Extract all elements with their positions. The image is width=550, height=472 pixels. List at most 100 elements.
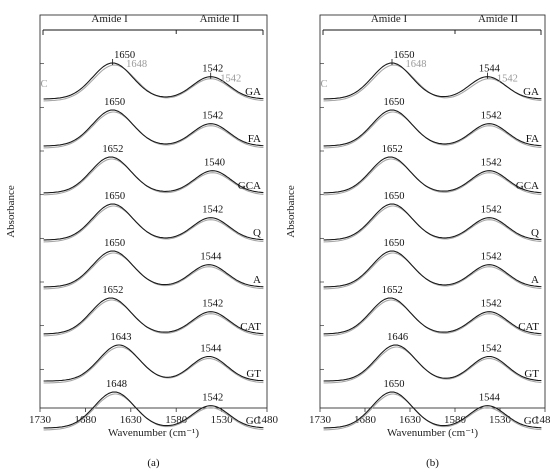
amide-i-peak-label: 1650: [114, 50, 135, 61]
y-axis-title: Absorbance: [5, 185, 17, 238]
reference-spectrum-curve: [43, 205, 264, 243]
sample-spectrum-curve: [323, 250, 542, 288]
amide-i-peak-label: 1650: [104, 191, 125, 202]
series-label: A: [253, 274, 261, 286]
amide-ii-peak-label: 1542: [481, 344, 502, 355]
series-label: FA: [526, 133, 539, 145]
amide-ii-peak-label: 1542: [481, 158, 502, 169]
reference-curve-label: C: [320, 79, 327, 90]
amide-ii-peak-label: 1542: [202, 64, 223, 75]
reference-spectrum-curve: [323, 205, 542, 243]
sample-spectrum-curve: [43, 391, 264, 429]
amide-i-reference-peak-label: 1648: [126, 59, 147, 70]
y-axis-title: Absorbance: [285, 185, 297, 238]
series-label: GT: [524, 368, 539, 380]
amide-i-peak-label: 1643: [110, 332, 131, 343]
amide-i-reference-peak-label: 1648: [406, 59, 427, 70]
amide-ii-peak-label: 1542: [481, 205, 502, 216]
plot-frame: [319, 14, 546, 409]
sample-spectrum-curve: [323, 297, 542, 335]
amide-i-peak-label: 1652: [382, 144, 403, 155]
amide-i-peak-label: 1646: [387, 332, 408, 343]
amide-ii-peak-label: 1544: [200, 252, 222, 263]
series-label: GCA: [516, 180, 539, 192]
reference-curve-label: C: [40, 79, 47, 90]
amide-i-peak-label: 1650: [104, 238, 125, 249]
reference-spectrum-curve: [323, 346, 542, 384]
sample-spectrum-curve: [323, 203, 542, 241]
plot-frame: [39, 14, 268, 409]
reference-spectrum-curve: [43, 158, 264, 196]
x-axis-title: Wavenumber (cm⁻¹): [108, 427, 199, 439]
sample-spectrum-curve: [43, 109, 264, 147]
amide-ii-peak-label: 1544: [479, 64, 501, 75]
amide-ii-peak-label: 1542: [202, 393, 223, 404]
series-label: GCA: [238, 180, 261, 192]
amide-ii-reference-peak-label: 1542: [497, 74, 518, 85]
sample-spectrum-curve: [323, 156, 542, 194]
amide-i-peak-label: 1650: [384, 191, 405, 202]
panel-label: (a): [147, 457, 160, 469]
region-label-amide-i: Amide I: [91, 13, 128, 25]
sample-spectrum-curve: [43, 344, 264, 382]
series-label: FA: [248, 133, 261, 145]
amide-ii-peak-label: 1544: [200, 344, 222, 355]
amide-ii-peak-label: 1544: [479, 393, 501, 404]
sample-spectrum-curve: [43, 203, 264, 241]
amide-ii-peak-label: 1542: [202, 299, 223, 310]
panel-b: Amide I Amide II 1730 1680 1630 1580 1530 1480 W…: [285, 13, 550, 469]
reference-spectrum-curve: [43, 111, 264, 149]
series-label: GA: [245, 86, 261, 98]
region-label-amide-ii: Amide II: [200, 13, 240, 25]
reference-spectrum-curve: [43, 299, 264, 337]
sample-spectrum-curve: [323, 109, 542, 147]
amide-i-peak-label: 1652: [102, 285, 123, 296]
series-label: CAT: [518, 321, 539, 333]
series-label: GT: [246, 368, 261, 380]
amide-ii-reference-peak-label: 1542: [220, 74, 241, 85]
series-label: GC: [246, 415, 261, 427]
amide-ii-peak-label: 1542: [481, 111, 502, 122]
sample-spectrum-curve: [43, 297, 264, 335]
sample-spectrum-curve: [43, 250, 264, 288]
amide-i-peak-label: 1650: [394, 50, 415, 61]
amide-i-peak-label: 1652: [102, 144, 123, 155]
amide-i-peak-label: 1650: [384, 379, 405, 390]
sample-spectrum-curve: [43, 62, 264, 100]
amide-i-peak-label: 1648: [106, 379, 127, 390]
x-tick-label: 1530: [211, 414, 234, 426]
amide-i-peak-label: 1650: [384, 97, 405, 108]
x-tick-label: 1730: [29, 414, 52, 426]
series-label: GC: [524, 415, 539, 427]
reference-spectrum-curve: [323, 252, 542, 290]
region-label-amide-i: Amide I: [371, 13, 408, 25]
x-tick-label: 1580: [444, 414, 467, 426]
series-label: A: [531, 274, 539, 286]
amide-ii-peak-label: 1542: [481, 299, 502, 310]
region-label-amide-ii: Amide II: [478, 13, 518, 25]
sample-spectrum-curve: [323, 344, 542, 382]
amide-i-peak-label: 1650: [384, 238, 405, 249]
sample-spectrum-curve: [323, 62, 542, 100]
x-tick-label: 1680: [74, 414, 97, 426]
reference-spectrum-curve: [323, 111, 542, 149]
series-label: CAT: [240, 321, 261, 333]
panel-label: (b): [426, 457, 439, 469]
x-tick-label: 1630: [399, 414, 422, 426]
amide-ii-peak-label: 1542: [481, 252, 502, 263]
amide-ii-peak-label: 1542: [202, 205, 223, 216]
reference-spectrum-curve: [323, 299, 542, 337]
x-tick-label: 1730: [309, 414, 332, 426]
amide-i-peak-label: 1652: [382, 285, 403, 296]
sample-spectrum-curve: [43, 156, 264, 194]
x-axis-title: Wavenumber (cm⁻¹): [387, 427, 478, 439]
x-tick-label: 1680: [354, 414, 377, 426]
series-label: Q: [531, 227, 539, 239]
amide-ii-peak-label: 1542: [202, 111, 223, 122]
sample-spectrum-curve: [323, 391, 542, 429]
x-tick-label: 1480: [256, 414, 279, 426]
amide-i-peak-label: 1650: [104, 97, 125, 108]
x-tick-label: 1480: [534, 414, 550, 426]
